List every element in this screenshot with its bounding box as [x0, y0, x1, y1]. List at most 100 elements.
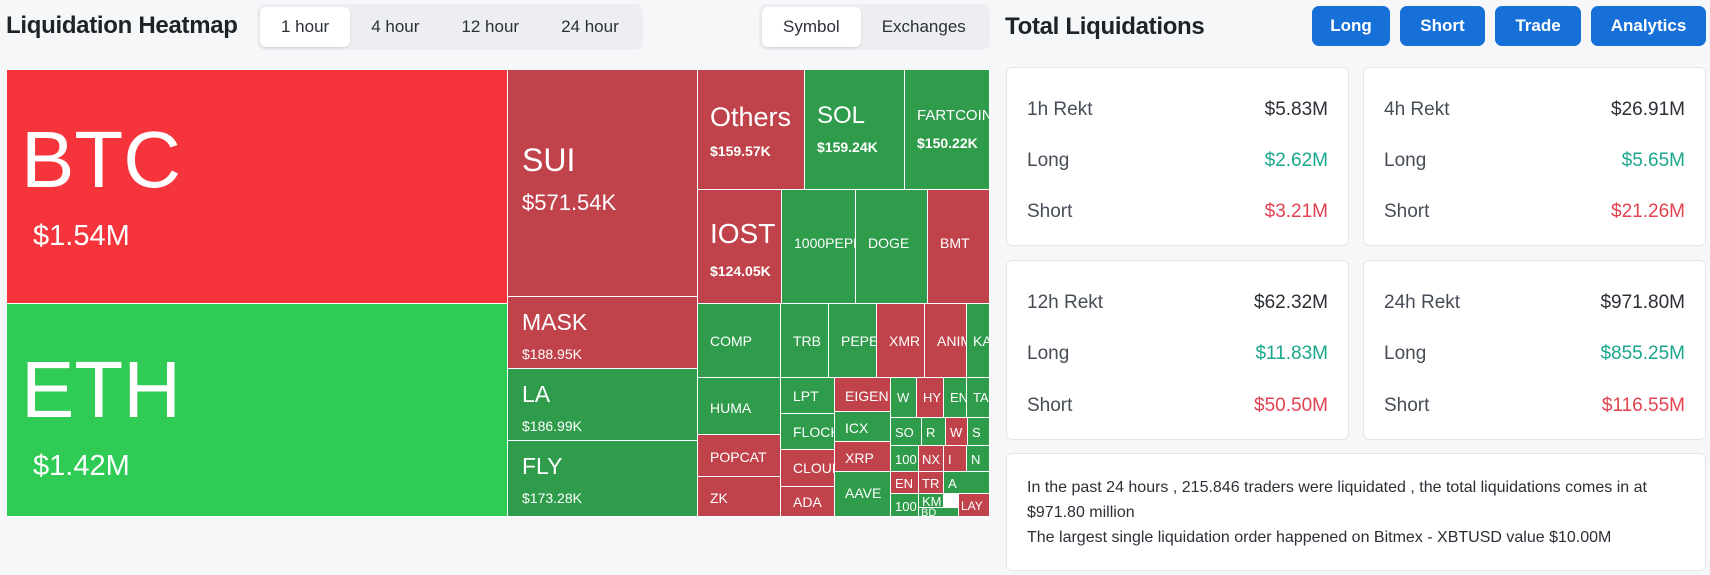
tile-symbol: ADA	[793, 494, 822, 510]
treemap-tile-comp[interactable]: COMP	[698, 304, 781, 378]
treemap-tile-ada[interactable]: ADA	[781, 487, 835, 517]
tile-symbol: SOL	[817, 102, 866, 129]
tile-symbol: I	[948, 452, 952, 467]
short-button[interactable]: Short	[1400, 6, 1485, 46]
timeframe-4-hour[interactable]: 4 hour	[371, 17, 420, 36]
treemap-tile-anime[interactable]: ANIME	[925, 304, 967, 378]
treemap-tile-others[interactable]: Others $159.57K	[698, 70, 805, 190]
tile-symbol: BMT	[940, 235, 970, 251]
treemap-tile-1000pepe[interactable]: 1000PEPE	[782, 190, 856, 304]
tile-symbol: LA	[522, 381, 551, 407]
tile-symbol: DOGE	[868, 235, 910, 251]
tile-symbol: XMR	[889, 333, 921, 349]
treemap-tile-hy[interactable]: HY	[917, 378, 944, 418]
treemap-tile-tr[interactable]: TR	[919, 472, 944, 494]
tile-value: $186.99K	[522, 418, 582, 434]
tile-symbol: ICX	[845, 420, 869, 436]
treemap-tile-fly[interactable]: FLY $173.28K	[508, 441, 698, 517]
treemap-tile-km[interactable]: KM	[919, 494, 944, 508]
tile-symbol: LPT	[793, 388, 819, 404]
timeframe-24-hour[interactable]: 24 hour	[561, 17, 619, 36]
tile-value: $150.22K	[917, 135, 978, 151]
group-by-exchanges[interactable]: Exchanges	[881, 17, 966, 36]
treemap-tile-bmt[interactable]: BMT	[928, 190, 990, 304]
treemap-tile-en[interactable]: EN	[891, 472, 919, 494]
card-period: 12h Rekt	[1027, 292, 1104, 313]
treemap-tile-sol[interactable]: SOL $159.24K	[805, 70, 905, 190]
tile-symbol: EN	[950, 390, 967, 405]
treemap-tile-bd[interactable]: BD	[919, 508, 959, 517]
tile-symbol: W	[950, 425, 963, 440]
treemap-tile-lpt[interactable]: LPT	[781, 378, 835, 414]
total-liquidations-title: Total Liquidations	[1005, 13, 1205, 40]
tile-symbol: KAITO	[973, 333, 990, 349]
tile-symbol: COMP	[710, 333, 752, 349]
timeframe-1-hour[interactable]: 1 hour	[260, 7, 351, 47]
treemap-tile-zk[interactable]: ZK	[698, 477, 781, 517]
treemap-tile-n[interactable]: N	[967, 446, 990, 472]
treemap-tile-doge[interactable]: DOGE	[856, 190, 928, 304]
card-total: $5.83M	[1264, 99, 1328, 120]
tile-symbol: 1000PEPE	[794, 235, 856, 251]
tile-symbol: TR	[922, 476, 940, 491]
tile-value: $159.24K	[817, 139, 878, 155]
treemap-tile-la[interactable]: LA $186.99K	[508, 369, 698, 441]
treemap-tile-s[interactable]: S	[968, 418, 990, 446]
summary-line-2: The largest single liquidation order hap…	[1027, 529, 1612, 546]
treemap-tile-popcat[interactable]: POPCAT	[698, 435, 781, 477]
card-total: $62.32M	[1254, 292, 1328, 313]
treemap-tile-pepe[interactable]: PEPE	[829, 304, 877, 378]
grouping-selector: Symbol Exchanges	[759, 4, 990, 50]
treemap-tile-w[interactable]: W	[946, 418, 968, 446]
card-period: 24h Rekt	[1384, 292, 1461, 313]
treemap-tile-100[interactable]: 100	[891, 494, 919, 517]
card-short-value: $21.26M	[1611, 201, 1685, 222]
long-button[interactable]: Long	[1312, 6, 1390, 46]
treemap-tile-cloud[interactable]: CLOUD	[781, 450, 835, 487]
treemap-tile-eth[interactable]: ETH $1.42M	[7, 304, 508, 517]
treemap-tile-w[interactable]: W	[891, 378, 917, 418]
treemap-tile-sui[interactable]: SUI $571.54K	[508, 70, 698, 297]
treemap-tile-100[interactable]: 100	[891, 446, 919, 472]
treemap-tile-btc[interactable]: BTC $1.54M	[7, 70, 508, 304]
tile-value: $159.57K	[710, 143, 771, 159]
card-long-value: $855.25M	[1600, 343, 1685, 364]
trade-button[interactable]: Trade	[1495, 6, 1581, 46]
treemap-tile-i[interactable]: I	[944, 446, 967, 472]
treemap-tile-kaito[interactable]: KAITO	[967, 304, 990, 378]
treemap-tile-fartcoin[interactable]: FARTCOIN $150.22K	[905, 70, 990, 190]
treemap-tile-aave[interactable]: AAVE	[835, 472, 891, 517]
treemap-tile-iost[interactable]: IOST $124.05K	[698, 190, 782, 304]
tile-symbol: AAVE	[845, 485, 882, 501]
analytics-button[interactable]: Analytics	[1591, 6, 1706, 46]
treemap-tile-trb[interactable]: TRB	[781, 304, 829, 378]
treemap-tile-xrp[interactable]: XRP	[835, 442, 891, 472]
liquidation-summary: In the past 24 hours , 215.846 traders w…	[1006, 453, 1706, 571]
card-long-label: Long	[1384, 150, 1427, 171]
tile-symbol: N	[971, 452, 981, 467]
summary-line-1: In the past 24 hours , 215.846 traders w…	[1027, 479, 1647, 521]
treemap-tile-icx[interactable]: ICX	[835, 412, 891, 442]
tile-symbol: PEPE	[841, 333, 877, 349]
treemap-tile-mask[interactable]: MASK $188.95K	[508, 297, 698, 369]
heatmap-title: Liquidation Heatmap	[6, 12, 238, 39]
timeframe-12-hour[interactable]: 12 hour	[461, 17, 520, 36]
treemap-tile-huma[interactable]: HUMA	[698, 378, 781, 435]
treemap-tile-so[interactable]: SO	[891, 418, 922, 446]
tile-symbol: MASK	[522, 309, 588, 335]
treemap-tile-nx[interactable]: NX	[919, 446, 944, 472]
treemap-tile-xmr[interactable]: XMR	[877, 304, 925, 378]
tile-value: $571.54K	[522, 190, 617, 215]
treemap-tile-r[interactable]: R	[922, 418, 946, 446]
treemap-tile-a[interactable]: A	[944, 472, 990, 494]
treemap-tile-eigen[interactable]: EIGEN	[835, 378, 891, 412]
tile-symbol: LAY	[961, 499, 983, 513]
card-short-label: Short	[1027, 201, 1073, 222]
treemap-tile-en[interactable]: EN	[944, 378, 967, 418]
tile-symbol: HUMA	[710, 400, 752, 416]
treemap-tile-ta[interactable]: TA	[967, 378, 990, 418]
treemap-tile-lay[interactable]: LAY	[959, 494, 990, 517]
treemap-tile-flock[interactable]: FLOCK	[781, 414, 835, 450]
card-long-value: $2.62M	[1264, 150, 1328, 171]
group-by-symbol[interactable]: Symbol	[762, 7, 861, 47]
